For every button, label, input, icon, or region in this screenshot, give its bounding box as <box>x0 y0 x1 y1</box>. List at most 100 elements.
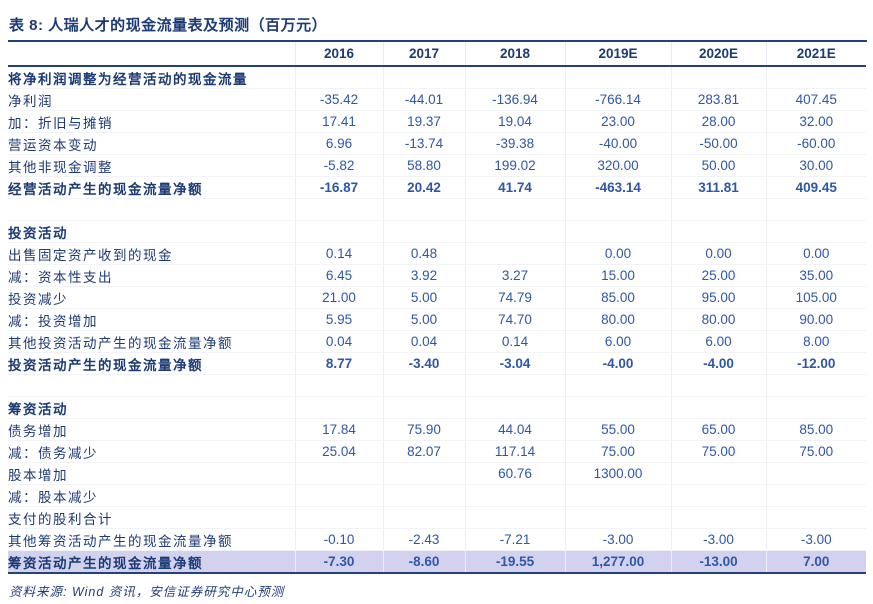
cell-value <box>766 462 866 485</box>
cell-value <box>565 220 672 243</box>
table-row: 减：债务减少 25.04 82.07 117.14 75.00 75.00 75.00 <box>8 440 866 463</box>
cell-value <box>383 66 466 89</box>
cell-value: 0.00 <box>766 242 866 265</box>
row-label <box>8 374 296 397</box>
spacer-row <box>8 198 866 221</box>
cell-value: 1,277.00 <box>565 550 672 573</box>
row-label: 支付的股利合计 <box>8 506 296 529</box>
cell-value: -7.21 <box>465 528 566 551</box>
cell-value: -3.00 <box>671 528 767 551</box>
cell-value <box>565 484 672 507</box>
cell-value <box>766 484 866 507</box>
table-row: 净利润 -35.42 -44.01 -136.94 -766.14 283.81 407.4… <box>8 88 866 111</box>
cell-value <box>766 396 866 419</box>
cell-value: -50.00 <box>671 132 767 155</box>
cell-value: 0.04 <box>383 330 466 353</box>
cell-value: 8.00 <box>766 330 866 353</box>
cell-value: 80.00 <box>671 308 767 331</box>
cell-value: -3.40 <box>383 352 466 375</box>
row-label: 减：投资增加 <box>8 308 296 331</box>
table-row: 投资活动产生的现金流量净额 8.77 -3.40 -3.04 -4.00 -4.00 -12… <box>8 352 866 375</box>
cell-value: 0.00 <box>565 242 672 265</box>
row-label: 减：资本性支出 <box>8 264 296 287</box>
cell-value: 5.00 <box>383 308 466 331</box>
cell-value: 320.00 <box>565 154 672 177</box>
cell-value: 311.81 <box>671 176 767 199</box>
cell-value: 0.48 <box>383 242 466 265</box>
cell-value: -16.87 <box>295 176 384 199</box>
cell-value: 44.04 <box>465 418 566 441</box>
cell-value <box>465 220 566 243</box>
cell-value <box>565 374 672 397</box>
table-row: 其他筹资活动产生的现金流量净额 -0.10 -2.43 -7.21 -3.00 -3.00… <box>8 528 866 551</box>
cell-value: 95.00 <box>671 286 767 309</box>
table-row: 支付的股利合计 <box>8 506 866 529</box>
cell-value: 1300.00 <box>565 462 672 485</box>
cell-value: -3.00 <box>766 528 866 551</box>
row-label: 营运资本变动 <box>8 132 296 155</box>
table-body: 将净利润调整为经营活动的现金流量 净利润 -35.42 -44.01 -136.94 -7… <box>8 66 866 573</box>
cell-value: 0.14 <box>465 330 566 353</box>
cell-value: 283.81 <box>671 88 767 111</box>
cell-value <box>465 506 566 529</box>
year-header: 2017 <box>383 42 466 67</box>
cell-value <box>465 374 566 397</box>
cell-value: 19.37 <box>383 110 466 133</box>
row-label: 筹资活动 <box>8 396 296 419</box>
cell-value <box>671 396 767 419</box>
cell-value <box>766 66 866 89</box>
cell-value: -3.00 <box>565 528 672 551</box>
row-label: 经营活动产生的现金流量净额 <box>8 176 296 199</box>
cell-value: 17.41 <box>295 110 384 133</box>
cell-value: -39.38 <box>465 132 566 155</box>
cell-value: 5.00 <box>383 286 466 309</box>
cell-value <box>383 220 466 243</box>
cell-value: -35.42 <box>295 88 384 111</box>
cell-value: 407.45 <box>766 88 866 111</box>
cell-value: 199.02 <box>465 154 566 177</box>
row-label: 减：股本减少 <box>8 484 296 507</box>
cell-value <box>671 484 767 507</box>
cell-value: 74.79 <box>465 286 566 309</box>
cell-value: 90.00 <box>766 308 866 331</box>
cell-value <box>295 396 384 419</box>
cell-value <box>383 462 466 485</box>
cell-value: -12.00 <box>766 352 866 375</box>
cell-value: 75.90 <box>383 418 466 441</box>
cell-value: 74.70 <box>465 308 566 331</box>
row-label: 其他筹资活动产生的现金流量净额 <box>8 528 296 551</box>
cell-value: 409.45 <box>766 176 866 199</box>
cell-value: 21.00 <box>295 286 384 309</box>
cell-value: -44.01 <box>383 88 466 111</box>
row-label: 其他非现金调整 <box>8 154 296 177</box>
cell-value <box>383 396 466 419</box>
cell-value: 17.84 <box>295 418 384 441</box>
cell-value: 82.07 <box>383 440 466 463</box>
row-label: 其他投资活动产生的现金流量净额 <box>8 330 296 353</box>
cell-value <box>383 484 466 507</box>
row-label: 股本增加 <box>8 462 296 485</box>
cell-value: 28.00 <box>671 110 767 133</box>
cell-value: -7.30 <box>295 550 384 573</box>
row-label: 投资减少 <box>8 286 296 309</box>
cell-value: 117.14 <box>465 440 566 463</box>
cell-value <box>383 374 466 397</box>
year-header: 2019E <box>565 42 672 67</box>
cell-value: 75.00 <box>671 440 767 463</box>
row-label: 债务增加 <box>8 418 296 441</box>
cell-value: -463.14 <box>565 176 672 199</box>
cell-value: 41.74 <box>465 176 566 199</box>
cell-value: -766.14 <box>565 88 672 111</box>
cell-value <box>565 66 672 89</box>
cell-value: 105.00 <box>766 286 866 309</box>
cell-value: 15.00 <box>565 264 672 287</box>
table-row: 其他非现金调整 -5.82 58.80 199.02 320.00 50.00 30.00 <box>8 154 866 177</box>
cell-value: 23.00 <box>565 110 672 133</box>
cell-value: 80.00 <box>565 308 672 331</box>
cell-value <box>465 484 566 507</box>
cell-value: -5.82 <box>295 154 384 177</box>
cell-value: 85.00 <box>766 418 866 441</box>
cell-value <box>295 506 384 529</box>
cell-value <box>465 242 566 265</box>
